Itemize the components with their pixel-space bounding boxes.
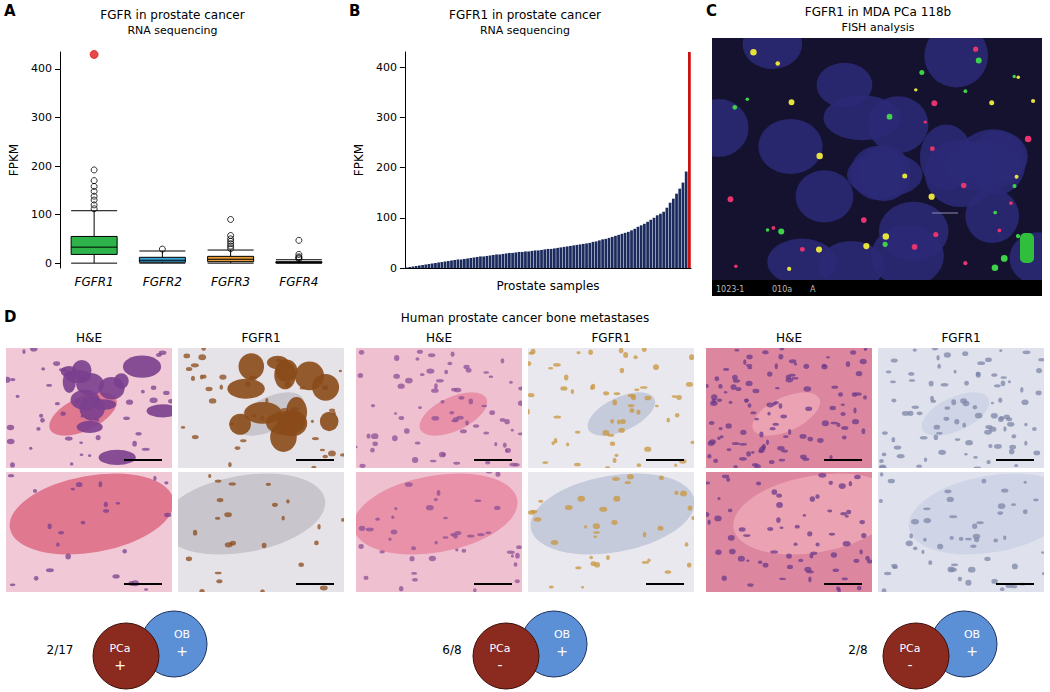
svg-text:Prostate samples: Prostate samples [496,279,599,293]
svg-text:2/17: 2/17 [47,643,74,657]
svg-text:Human prostate cancer bone met: Human prostate cancer bone metastases [401,311,649,325]
svg-text:H&E: H&E [776,331,802,345]
svg-text:FGFR1: FGFR1 [941,331,980,345]
svg-text:FPKM: FPKM [7,144,21,176]
svg-text:FGFR in prostate cancer: FGFR in prostate cancer [100,8,244,22]
svg-text:A: A [810,285,816,294]
svg-text:+: + [966,643,978,659]
svg-text:FISH analysis: FISH analysis [842,21,915,34]
svg-text:0: 0 [45,257,52,270]
svg-text:6/8: 6/8 [442,643,461,657]
svg-text:FPKM: FPKM [352,144,366,176]
svg-text:FGFR1 in prostate cancer: FGFR1 in prostate cancer [449,8,601,22]
svg-text:C: C [706,2,717,20]
svg-text:+: + [114,657,126,673]
svg-text:B: B [349,2,360,20]
svg-text:200: 200 [376,161,397,174]
svg-text:+: + [556,643,568,659]
svg-text:100: 100 [376,211,397,224]
svg-text:100: 100 [31,208,52,221]
svg-text:H&E: H&E [426,331,452,345]
svg-text:400: 400 [31,62,52,75]
svg-text:-: - [907,657,912,673]
svg-text:0: 0 [390,262,397,275]
svg-text:A: A [4,2,16,20]
svg-text:2/8: 2/8 [848,643,867,657]
svg-text:FGFR1: FGFR1 [75,275,114,289]
svg-text:FGFR4: FGFR4 [279,275,318,289]
svg-text:RNA sequencing: RNA sequencing [480,24,570,37]
svg-text:FGFR3: FGFR3 [211,275,250,289]
svg-text:FGFR1: FGFR1 [241,331,280,345]
svg-text:OB: OB [964,628,980,641]
svg-text:1023-1: 1023-1 [716,285,744,294]
svg-text:PCa: PCa [899,642,920,655]
svg-text:PCa: PCa [109,642,130,655]
svg-text:PCa: PCa [489,642,510,655]
svg-text:200: 200 [31,160,52,173]
svg-text:H&E: H&E [76,331,102,345]
svg-text:FGFR1 in MDA PCa 118b: FGFR1 in MDA PCa 118b [805,5,951,19]
svg-text:OB: OB [554,628,570,641]
svg-text:400: 400 [376,61,397,74]
svg-text:-: - [497,657,502,673]
svg-text:FGFR1: FGFR1 [591,331,630,345]
svg-text:OB: OB [174,628,190,641]
svg-text:010a: 010a [772,285,792,294]
svg-text:RNA sequencing: RNA sequencing [127,24,217,37]
svg-text:+: + [176,643,188,659]
svg-text:300: 300 [31,111,52,124]
svg-text:D: D [4,308,16,326]
svg-text:FGFR2: FGFR2 [143,275,182,289]
svg-text:300: 300 [376,111,397,124]
